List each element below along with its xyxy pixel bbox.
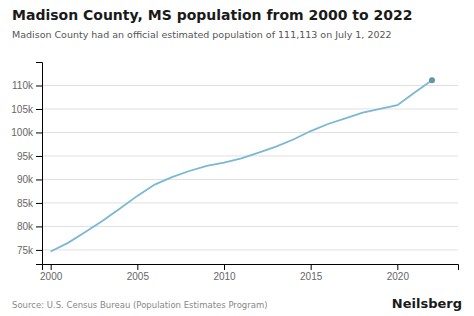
grid-line xyxy=(42,226,458,227)
tick-mark xyxy=(397,264,398,270)
tick-label: 100k xyxy=(11,127,34,138)
grid-line xyxy=(42,132,458,133)
x-axis: 2000 2005 2010 2015 2020 xyxy=(40,264,458,282)
tick: 2000 xyxy=(40,264,63,282)
tick: 2010 xyxy=(213,264,236,282)
tick-mark xyxy=(36,132,42,133)
tick-label: 90k xyxy=(17,174,34,185)
tick-label: 95k xyxy=(17,151,34,162)
title: Madison County, MS population from 2000 … xyxy=(12,7,413,23)
grid-line xyxy=(42,179,458,180)
tick-label: 85k xyxy=(17,198,34,209)
plot-area: 2000 2005 2010 2015 2020 75k 80k 85k 90k 95k 100k 1… xyxy=(11,63,458,283)
tick-mark xyxy=(36,179,42,180)
tick-mark xyxy=(36,85,42,86)
tick-mark xyxy=(311,264,312,270)
tick-mark xyxy=(224,264,225,270)
tick-label: 110k xyxy=(12,80,34,91)
tick: 80k xyxy=(17,221,42,232)
grid-line xyxy=(42,249,458,250)
tick-mark xyxy=(51,264,52,270)
tick: 85k xyxy=(17,198,42,209)
tick: 2005 xyxy=(127,264,150,282)
grid-line xyxy=(42,108,458,109)
tick: 75k xyxy=(17,245,42,256)
tick-mark xyxy=(137,264,138,270)
tick: 2020 xyxy=(387,264,410,282)
branding: Neilsberg xyxy=(392,296,462,311)
tick-label: 2020 xyxy=(387,271,410,282)
tick-label: 105k xyxy=(11,104,34,115)
y-axis: 75k 80k 85k 90k 95k 100k 105k 110k xyxy=(11,63,42,265)
tick-label: 2005 xyxy=(127,271,150,282)
source: Source: U.S. Census Bureau (Population E… xyxy=(12,300,268,310)
line xyxy=(51,80,432,251)
subtitle: Madison County had an official estimated… xyxy=(12,29,392,40)
marks xyxy=(51,77,435,251)
tick: 95k xyxy=(17,151,42,162)
axis-line xyxy=(36,63,43,265)
tick: 105k xyxy=(11,104,42,115)
grid-line xyxy=(42,85,458,86)
grid xyxy=(42,85,458,249)
tick-mark xyxy=(36,109,42,110)
tick-label: 2000 xyxy=(40,271,63,282)
tick-mark xyxy=(36,156,42,157)
grid-line xyxy=(42,202,458,203)
tick-mark xyxy=(36,226,42,227)
tick-label: 80k xyxy=(17,221,34,232)
tick: 110k xyxy=(12,80,42,91)
axis-line xyxy=(43,265,459,271)
tick-label: 75k xyxy=(17,245,34,256)
chart: Madison County, MS population from 2000 … xyxy=(0,0,474,316)
tick-mark xyxy=(36,250,42,251)
tick-label: 2010 xyxy=(213,271,236,282)
tick-mark xyxy=(36,203,42,204)
tick-label: 2015 xyxy=(300,271,323,282)
tick: 90k xyxy=(17,174,42,185)
tick: 100k xyxy=(11,127,42,138)
end-dot xyxy=(429,77,435,83)
tick: 2015 xyxy=(300,264,323,282)
